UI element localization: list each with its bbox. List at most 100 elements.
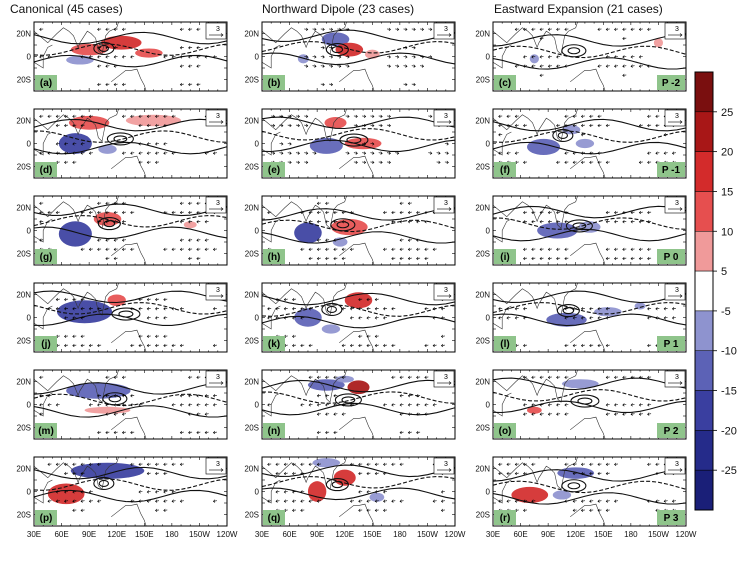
lat-tick-label: 20N <box>16 291 31 300</box>
wind-vector <box>411 47 416 49</box>
wind-vector <box>606 500 610 502</box>
wind-vector-head <box>630 375 633 379</box>
wind-vector-head <box>564 114 567 118</box>
wind-vector-head <box>300 247 303 251</box>
wind-vector-head <box>80 499 83 503</box>
wind-vector-head <box>614 220 617 224</box>
wind-vector-head <box>605 499 609 503</box>
wind-vector <box>342 221 346 223</box>
wind-vector <box>564 152 569 154</box>
vector-legend-value: 3 <box>675 26 679 33</box>
wind-vector-head <box>407 394 411 398</box>
wind-vector <box>581 134 585 136</box>
wind-vector <box>105 65 110 67</box>
wind-vector-head <box>614 64 617 68</box>
wind-vector <box>353 161 358 163</box>
wind-vector-head <box>121 247 125 251</box>
wind-vector <box>155 491 160 493</box>
wind-vector <box>589 308 594 310</box>
wind-vector <box>105 248 110 250</box>
wind-vector <box>606 56 610 58</box>
wind-vector-head <box>539 210 542 215</box>
wind-vector <box>329 28 333 30</box>
anomaly-shading <box>107 294 126 306</box>
wind-vector-head <box>267 210 270 215</box>
wind-vector-head <box>188 64 191 68</box>
wind-vector <box>89 248 93 250</box>
wind-vector-head <box>316 220 320 224</box>
wind-vector-head <box>196 412 199 416</box>
wind-vector-head <box>383 508 386 512</box>
wind-vector <box>375 500 379 502</box>
wind-vector-head <box>179 55 183 59</box>
wind-vector-head <box>64 471 67 476</box>
wind-vector-head <box>341 210 344 215</box>
contour-line <box>334 393 362 407</box>
wind-vector <box>114 239 118 241</box>
panel-label: (a) <box>40 78 52 89</box>
wind-vector <box>441 317 445 319</box>
wind-vector <box>370 115 374 117</box>
coastline <box>339 68 375 91</box>
column-title-eastward-expansion: Eastward Expansion (21 cases) <box>494 2 663 16</box>
wind-vector-head <box>572 307 575 311</box>
wind-vector-head <box>188 247 191 251</box>
wind-vector <box>515 28 519 30</box>
wind-vector-head <box>498 471 501 476</box>
wind-vector <box>64 124 69 126</box>
wind-vector <box>180 239 184 241</box>
lat-tick-label: 20N <box>244 117 259 126</box>
wind-vector <box>647 257 652 259</box>
contour-line <box>577 397 593 405</box>
wind-vector-head <box>438 160 441 164</box>
wind-vector <box>433 500 437 502</box>
contour-line <box>493 45 686 59</box>
wind-vector-head <box>55 403 59 407</box>
wind-vector <box>213 308 217 310</box>
contour-line <box>106 132 134 146</box>
wind-vector <box>386 124 391 126</box>
wind-vector <box>284 491 288 493</box>
wind-vector-head <box>163 471 166 476</box>
wind-vector <box>391 463 396 465</box>
wind-vector-head <box>204 247 207 251</box>
lon-tick-label: 60E <box>54 530 68 539</box>
wind-vector-head <box>39 201 42 205</box>
wind-vector <box>39 376 44 378</box>
vector-legend-value: 3 <box>216 461 220 468</box>
wind-vector-head <box>372 123 375 128</box>
wind-vector-head <box>105 201 108 205</box>
wind-vector-head <box>391 210 394 215</box>
wind-vector <box>325 431 330 433</box>
wind-vector <box>188 47 193 49</box>
wind-vector-head <box>539 247 542 251</box>
wind-vector-head <box>597 508 600 512</box>
wind-vector <box>523 509 528 511</box>
contour-line <box>34 130 227 143</box>
wind-vector <box>362 152 366 154</box>
wind-vector-head <box>341 375 344 379</box>
wind-vector-head <box>424 220 427 224</box>
wind-vector <box>345 65 350 67</box>
wind-vector <box>433 344 437 346</box>
wind-vector-head <box>138 403 141 407</box>
wind-vector <box>56 491 60 493</box>
wind-vector <box>64 298 69 300</box>
wind-vector-head <box>283 499 287 503</box>
wind-vector <box>639 404 643 406</box>
wind-vector <box>196 221 201 223</box>
wind-vector-head <box>413 82 416 87</box>
contour-line <box>34 31 227 45</box>
wind-vector-head <box>121 27 125 31</box>
wind-vector <box>122 431 126 433</box>
contour-line <box>34 382 227 395</box>
wind-vector <box>205 152 209 154</box>
wind-vector <box>391 308 396 310</box>
wind-vector-head <box>292 343 295 348</box>
contour-line <box>562 307 575 315</box>
lat-tick-label: 0 <box>486 140 491 149</box>
wind-vector <box>80 124 85 126</box>
wind-vector <box>171 248 176 250</box>
wind-vector <box>581 115 585 117</box>
